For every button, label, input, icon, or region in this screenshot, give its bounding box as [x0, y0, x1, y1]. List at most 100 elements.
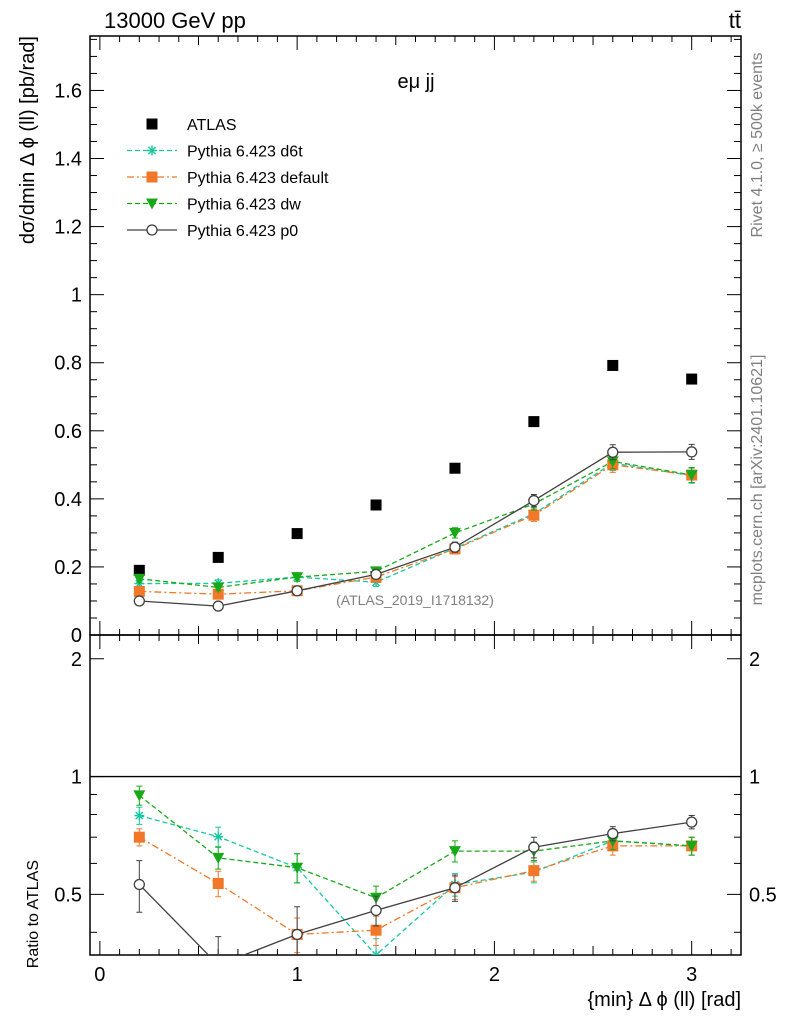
main-point-atlas	[686, 373, 698, 385]
legend-label-default: Pythia 6.423 default	[187, 170, 329, 187]
main-point-p0	[212, 600, 224, 612]
legend-marker-d6t	[147, 145, 157, 156]
ratio-point-p0	[370, 904, 382, 917]
ratio-point-p0	[686, 816, 698, 828]
main-line-default	[139, 464, 692, 595]
ratio-point-dw	[133, 790, 146, 802]
main-y-tick-label: 0.4	[54, 489, 82, 511]
ratio-line-default	[138, 836, 692, 936]
ratio-point-p0	[291, 928, 303, 941]
main-point-p0	[686, 446, 698, 458]
main-point-p0	[370, 568, 382, 581]
legend-marker-default	[146, 171, 158, 183]
legend-item-dw: Pythia 6.423 dw	[127, 197, 301, 214]
main-point-default	[133, 585, 145, 597]
main-series-dw	[133, 453, 698, 594]
analysis-watermark: (ATLAS_2019_I1718132)	[336, 592, 494, 608]
legend-label-d6t: Pythia 6.423 d6t	[187, 144, 303, 161]
ratio-y-tick-label: 1	[71, 767, 82, 789]
legend-item-p0: Pythia 6.423 p0	[127, 223, 298, 240]
ratio-series-p0	[133, 815, 698, 955]
legend-item-default: Pythia 6.423 default	[127, 170, 329, 187]
main-point-p0	[528, 494, 540, 507]
ratio-point-dw	[685, 840, 698, 852]
main-point-dw	[606, 456, 619, 468]
ratio-point-d6t	[134, 810, 145, 821]
main-point-atlas	[449, 462, 461, 474]
main-line-d6t	[139, 462, 692, 585]
ratio-point-dw	[212, 852, 225, 864]
ratio-plot-frame	[89, 634, 742, 956]
ratio-point-default	[370, 924, 382, 936]
ratio-errorbar-p0	[215, 936, 222, 955]
mcplots-label: mcplots.cern.ch [arXiv:2401.10621]	[749, 355, 766, 606]
rivet-version-label: Rivet 4.1.0, ≥ 500k events	[749, 53, 766, 238]
ratio-line-p0	[138, 821, 692, 955]
main-y-tick-label: 1.4	[54, 149, 82, 171]
main-point-atlas	[133, 564, 145, 576]
main-point-dw	[291, 572, 304, 584]
legend: ATLAS Pythia 6.423 d6t Pythia 6.423 defaul…	[127, 117, 329, 240]
main-line-dw	[139, 460, 692, 589]
ratio-x-tick-label: 2	[489, 964, 500, 986]
main-point-dw	[448, 527, 461, 539]
ratio-series-layer	[133, 785, 698, 955]
legend-item-d6t: Pythia 6.423 d6t	[127, 144, 303, 161]
legend-marker-p0	[146, 224, 158, 236]
ratio-y-axis-label: Ratio to ATLAS	[25, 860, 42, 968]
main-y-tick-label: 1	[71, 285, 82, 307]
ratio-y-tick-label-right: 0.5	[749, 884, 777, 906]
ratio-line-dw	[138, 794, 692, 899]
main-y-axis-label: dσ/dmin Δ ϕ (ll) [pb/rad]	[17, 36, 39, 244]
main-point-atlas	[370, 499, 382, 511]
energy-label: 13000 GeV pp	[104, 8, 246, 33]
main-point-p0	[133, 595, 145, 607]
ratio-y-tick-label: 2	[71, 649, 82, 671]
ratio-point-p0	[528, 841, 540, 853]
main-point-dw	[133, 573, 146, 585]
main-y-tick-label: 0.8	[54, 353, 82, 375]
ratio-series-dw	[133, 785, 698, 911]
legend-marker-atlas	[146, 118, 158, 130]
ratio-y-tick-label-right: 1	[749, 767, 760, 789]
ratio-point-p0	[449, 882, 461, 894]
main-point-atlas	[291, 528, 303, 540]
ratio-point-d6t	[371, 950, 382, 955]
ratio-point-dw	[448, 846, 461, 858]
main-point-atlas	[212, 551, 224, 563]
main-point-default	[528, 509, 540, 521]
main-axes: 0 0.2 0.4 0.6 0.8 1 1.2 1.4 1.6	[54, 36, 741, 647]
main-y-tick-label: 0.6	[54, 421, 82, 443]
ratio-point-default	[133, 831, 145, 843]
main-y-tick-label: 0	[71, 625, 82, 647]
legend-label-dw: Pythia 6.423 dw	[187, 197, 301, 214]
ratio-x-tick-label: 3	[686, 964, 697, 986]
main-line-p0	[139, 451, 692, 607]
ratio-line-d6t	[139, 814, 692, 955]
ratio-point-default	[528, 865, 540, 877]
ratio-axes: 0 1 2 3 0.5 0.5 1 1 2 2	[54, 635, 777, 986]
main-point-default	[212, 588, 224, 600]
ratio-point-p0	[133, 878, 145, 891]
main-point-atlas	[528, 416, 540, 428]
legend-label-p0: Pythia 6.423 p0	[187, 223, 298, 240]
plot-title: eμ jj	[397, 71, 434, 93]
main-y-tick-label: 1.2	[54, 217, 82, 239]
main-point-p0	[607, 446, 619, 458]
main-point-p0	[449, 541, 461, 553]
ratio-point-p0	[607, 827, 619, 840]
ratio-point-dw	[291, 862, 304, 874]
x-axis-label: {min} Δ ϕ (ll) [rad]	[588, 989, 742, 1011]
main-series-layer	[133, 359, 698, 612]
ratio-point-default	[212, 878, 224, 890]
legend-label-atlas: ATLAS	[187, 117, 237, 134]
main-series-p0	[133, 443, 698, 612]
ratio-y-tick-label-right: 2	[749, 649, 760, 671]
ratio-y-tick-label: 0.5	[54, 884, 82, 906]
process-label: tt̄	[729, 8, 741, 33]
main-y-tick-label: 0.2	[54, 557, 82, 579]
legend-marker-dw	[146, 198, 158, 210]
ratio-x-tick-label: 0	[94, 964, 105, 986]
ratio-x-tick-label: 1	[292, 964, 303, 986]
